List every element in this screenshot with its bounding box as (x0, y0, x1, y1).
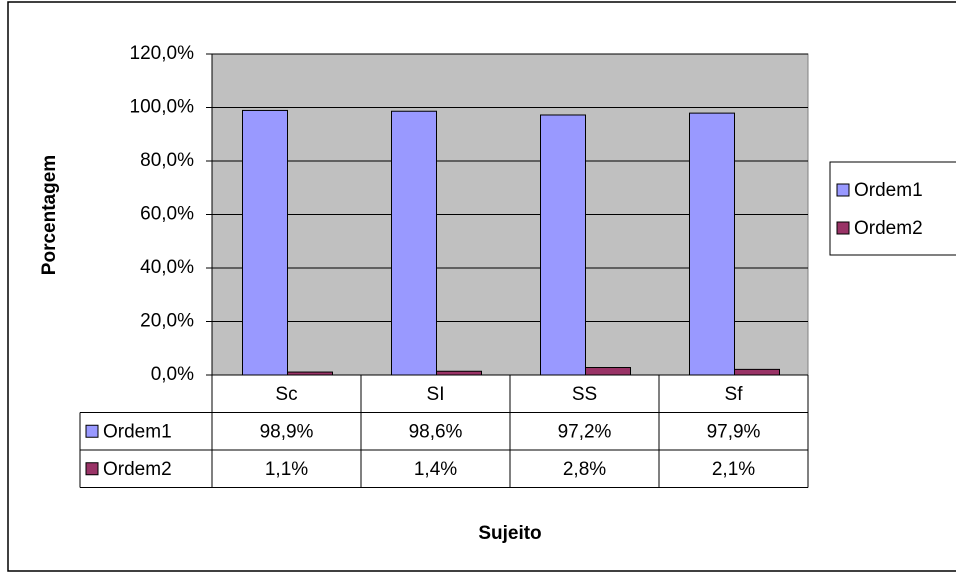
y-tick-label: 60,0% (140, 204, 194, 225)
x-tick-label: Sc (275, 384, 297, 405)
y-tick-label: 20,0% (140, 311, 194, 332)
x-axis-title: Sujeito (478, 523, 541, 544)
table-value: 98,9% (260, 421, 314, 442)
y-tick-label: 120,0% (130, 43, 195, 64)
bar (242, 109, 288, 376)
y-tick-label: 80,0% (140, 150, 194, 171)
legend-label: Ordem2 (854, 218, 923, 239)
y-tick-label: 100,0% (130, 97, 195, 118)
legend-key (836, 183, 850, 197)
table-series-name: Ordem2 (103, 459, 172, 480)
table-legend-key (85, 424, 99, 438)
table-value: 97,2% (558, 421, 612, 442)
x-tick-label: Sf (725, 384, 744, 405)
table-legend-key (85, 462, 99, 476)
x-tick-label: SS (572, 384, 597, 405)
table-value: 1,4% (414, 459, 457, 480)
table-series-name: Ordem1 (103, 421, 172, 442)
bar (585, 367, 631, 376)
bar (689, 112, 735, 376)
legend-box (829, 161, 956, 256)
legend-label: Ordem1 (854, 180, 923, 201)
bar (734, 368, 780, 376)
table-value: 1,1% (265, 459, 308, 480)
legend-key (836, 221, 850, 235)
table-value: 97,9% (707, 421, 761, 442)
bar (391, 110, 437, 376)
bar (436, 370, 482, 376)
y-tick-label: 0,0% (151, 364, 194, 385)
x-tick-label: SI (427, 384, 445, 405)
bar (540, 114, 586, 376)
y-axis-title: Porcentagem (39, 155, 60, 275)
table-value: 2,8% (563, 459, 606, 480)
table-value: 98,6% (409, 421, 463, 442)
table-value: 2,1% (712, 459, 755, 480)
y-tick-label: 40,0% (140, 257, 194, 278)
